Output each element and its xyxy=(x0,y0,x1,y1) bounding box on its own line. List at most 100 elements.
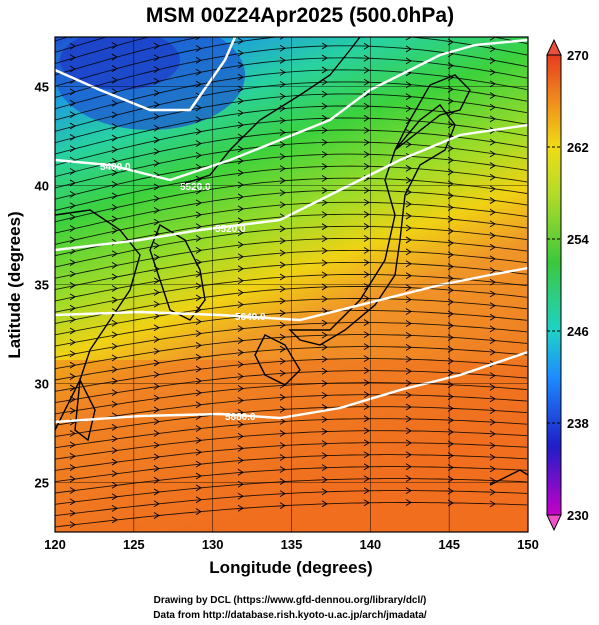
streamline-arrow xyxy=(111,400,118,408)
streamline-arrow xyxy=(363,451,370,459)
streamline-arrow xyxy=(363,439,370,447)
streamline-arrow xyxy=(153,347,160,355)
streamline-arrow xyxy=(363,37,366,38)
streamline-arrow xyxy=(363,223,370,230)
streamline-arrow xyxy=(321,319,328,327)
streamline-arrow xyxy=(489,267,496,274)
streamline-arrow xyxy=(111,65,118,73)
streamline-arrow xyxy=(405,248,412,256)
streamline-arrow xyxy=(363,259,370,266)
streamline-arrow xyxy=(69,430,76,437)
streamline-arrow xyxy=(363,66,370,74)
island-coast xyxy=(489,469,528,486)
streamline-arrow xyxy=(237,73,244,81)
credit-data: Data from http://database.rish.kyoto-u.a… xyxy=(153,610,427,621)
streamline-arrow xyxy=(322,0,327,1)
streamline-arrow xyxy=(489,103,496,111)
contour-5760 xyxy=(55,350,528,424)
streamline-arrow xyxy=(153,183,160,191)
colorbar-gradient xyxy=(546,54,562,516)
streamline-arrow xyxy=(237,265,244,273)
streamline-arrow xyxy=(363,211,370,218)
streamline-arrow xyxy=(489,162,496,169)
streamline-arrow xyxy=(489,92,496,99)
contour-5520 xyxy=(55,123,528,252)
streamline-arrow xyxy=(321,163,328,170)
colorbar-tick-label: 246 xyxy=(567,324,589,339)
streamline-arrow xyxy=(111,250,118,258)
streamline-arrow xyxy=(153,429,160,437)
streamline-arrow xyxy=(153,66,160,73)
streamline-arrow xyxy=(69,475,76,483)
streamline-arrow xyxy=(153,289,160,296)
streamline-arrow xyxy=(405,296,412,303)
streamline-arrow xyxy=(363,247,370,254)
streamline-arrow xyxy=(279,418,286,425)
streamline-arrow xyxy=(363,355,370,362)
streamline-arrow xyxy=(321,54,328,62)
contour-label-5640: 5640.0 xyxy=(235,312,266,323)
streamline-arrow xyxy=(195,56,202,64)
streamline-arrow xyxy=(363,475,370,483)
streamline-arrow xyxy=(237,205,244,213)
streamline-arrow xyxy=(447,38,454,46)
x-tick-label: 140 xyxy=(359,537,381,552)
streamline-arrow xyxy=(447,322,454,330)
streamline-arrow xyxy=(153,160,160,167)
streamline-arrow xyxy=(69,133,76,141)
streamline-arrow xyxy=(405,105,412,113)
streamline-arrow xyxy=(237,337,244,344)
streamline-arrow xyxy=(447,440,454,448)
streamline-arrow xyxy=(69,498,76,506)
streamline-arrow xyxy=(237,217,244,225)
streamline-arrow xyxy=(489,243,496,251)
streamline-arrow xyxy=(112,37,113,38)
streamline-arrow xyxy=(363,367,370,375)
streamline-arrow xyxy=(489,68,496,76)
streamline-arrow xyxy=(111,366,118,373)
streamline-arrow xyxy=(321,343,328,351)
streamline-arrow xyxy=(279,357,286,365)
streamline-arrow xyxy=(364,0,369,1)
streamline-arrow xyxy=(153,406,160,414)
streamline-arrow xyxy=(447,428,454,436)
streamline-arrow xyxy=(279,165,286,173)
streamline-arrow xyxy=(153,465,160,472)
streamline-arrow xyxy=(237,121,244,129)
x-tick-label: 130 xyxy=(202,537,224,552)
streamline-arrow xyxy=(195,377,202,385)
streamline-arrow xyxy=(321,42,328,50)
streamline-arrow xyxy=(279,237,286,245)
streamline-arrow xyxy=(237,253,244,261)
streamline-arrow xyxy=(237,456,244,464)
cold-core xyxy=(60,37,180,90)
streamline-arrow xyxy=(195,365,202,373)
streamline-arrow xyxy=(237,325,244,332)
colorbar-extend-top xyxy=(546,38,562,56)
streamline-arrow xyxy=(321,247,328,255)
streamline-arrow xyxy=(195,318,202,325)
streamline-arrow xyxy=(447,310,454,318)
streamline-arrow xyxy=(237,385,244,392)
streamline-arrow xyxy=(237,37,244,45)
streamline-arrow xyxy=(405,212,412,220)
contour-label-5400: 5400.0 xyxy=(100,162,131,173)
streamline-arrow xyxy=(405,200,412,208)
streamline-arrow xyxy=(153,453,160,461)
streamline-arrow xyxy=(279,454,286,461)
streamline-arrow xyxy=(69,350,76,358)
streamline-arrow xyxy=(321,428,328,435)
streamline-arrow xyxy=(195,246,202,254)
streamline-arrow xyxy=(153,77,160,85)
streamline-arrow xyxy=(237,444,244,452)
streamline-arrow xyxy=(195,353,202,361)
streamline-arrow xyxy=(490,23,495,29)
y-tick-label: 45 xyxy=(35,80,49,95)
streamline-arrow xyxy=(111,354,118,362)
streamline-arrow xyxy=(111,111,118,119)
plot-frame xyxy=(54,36,529,533)
streamline-arrow xyxy=(405,260,412,268)
streamline-arrow xyxy=(363,391,370,399)
y-tick-label: 40 xyxy=(35,179,49,194)
streamline-arrow xyxy=(405,93,412,101)
